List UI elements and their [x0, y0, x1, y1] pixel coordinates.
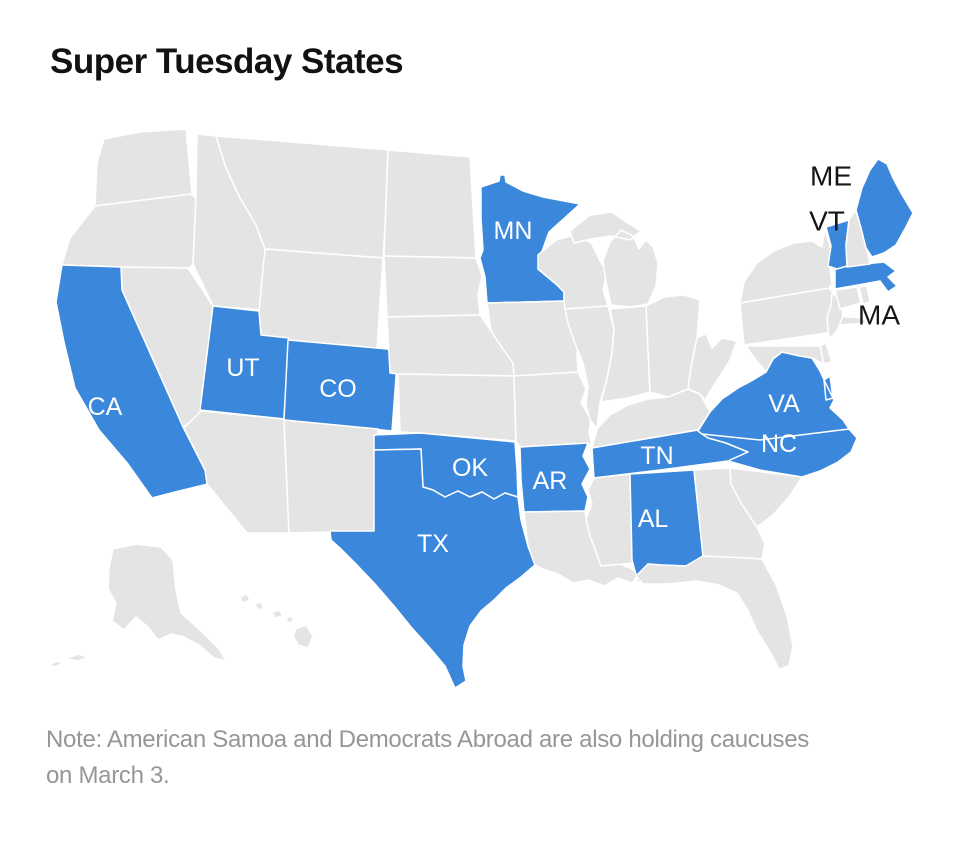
state-ct — [834, 286, 862, 310]
state-wa — [94, 128, 193, 207]
state-hi — [239, 593, 314, 649]
state-ca — [55, 264, 209, 499]
state-label-nc: NC — [761, 430, 797, 458]
state-sd — [383, 255, 483, 318]
state-ri — [858, 285, 871, 305]
state-nc — [701, 428, 858, 478]
state-nm — [283, 419, 379, 534]
state-label-ar: AR — [533, 467, 568, 495]
state-label-va: VA — [768, 390, 800, 418]
state-fl — [635, 555, 794, 670]
state-label-ma: MA — [858, 300, 900, 331]
state-label-me: ME — [810, 161, 852, 192]
state-co — [283, 339, 399, 432]
state-label-al: AL — [638, 505, 669, 533]
state-label-ok: OK — [452, 454, 488, 482]
state-label-vt: VT — [809, 206, 845, 237]
state-or — [61, 193, 197, 270]
footnote-line-2: on March 3. — [46, 762, 170, 789]
state-label-tx: TX — [417, 530, 449, 558]
state-ar — [519, 442, 591, 513]
footnote: Note: American Samoa and Democrats Abroa… — [46, 722, 926, 794]
state-label-ca: CA — [88, 393, 123, 421]
state-sc — [729, 467, 803, 528]
state-label-ut: UT — [226, 354, 259, 382]
state-mi — [569, 211, 659, 308]
state-tx — [329, 448, 536, 689]
state-wv — [687, 333, 738, 401]
state-me — [855, 158, 914, 258]
state-nd — [383, 149, 477, 259]
state-ks — [397, 373, 517, 442]
state-de — [819, 342, 833, 365]
state-label-tn: TN — [640, 442, 673, 470]
state-label-co: CO — [319, 375, 357, 403]
state-wy — [258, 248, 384, 349]
state-label-mn: MN — [494, 217, 533, 245]
state-ma — [834, 261, 898, 293]
page-title: Super Tuesday States — [50, 42, 404, 81]
footnote-line-1: Note: American Samoa and Democrats Abroa… — [46, 726, 810, 753]
state-ak — [49, 543, 227, 668]
state-mo — [513, 371, 593, 448]
state-ut — [199, 305, 290, 420]
